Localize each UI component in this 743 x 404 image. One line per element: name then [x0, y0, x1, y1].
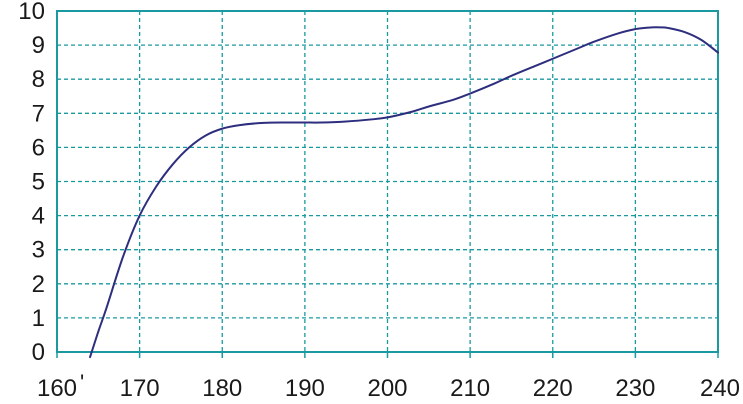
y-tick-label-3: 3: [32, 237, 45, 264]
x-axis-prime-mark: ': [80, 370, 84, 395]
x-tick-label-190: 190: [285, 375, 325, 402]
x-tick-label-170: 170: [120, 375, 160, 402]
y-tick-label-0: 0: [32, 339, 45, 366]
x-tick-label-210: 210: [450, 375, 490, 402]
x-tick-label-180: 180: [202, 375, 242, 402]
grid: [56, 11, 719, 358]
series-line-0: [89, 26, 719, 359]
plot-area-frame: [56, 10, 719, 353]
x-tick-label-220: 220: [533, 375, 573, 402]
y-tick-label-1: 1: [32, 305, 45, 332]
y-tick-label-5: 5: [32, 169, 45, 196]
x-tick-label-200: 200: [367, 375, 407, 402]
x-tick-label-230: 230: [615, 375, 655, 402]
y-tick-label-10: 10: [18, 0, 45, 25]
y-tick-label-8: 8: [32, 66, 45, 93]
y-tick-label-2: 2: [32, 271, 45, 298]
series-group: [89, 26, 719, 359]
y-axis-tick-labels: 0 1 2 3 4 5 6 7 8 9 10: [18, 0, 45, 366]
x-tick-label-240: 240: [700, 375, 740, 402]
y-tick-label-6: 6: [32, 134, 45, 161]
y-tick-label-7: 7: [32, 100, 45, 127]
x-axis-tick-labels: 160 170 180 190 200 210 220 230 240: [37, 375, 740, 402]
y-tick-label-9: 9: [32, 32, 45, 59]
y-tick-label-4: 4: [32, 203, 45, 230]
x-tick-label-160: 160: [37, 375, 77, 402]
